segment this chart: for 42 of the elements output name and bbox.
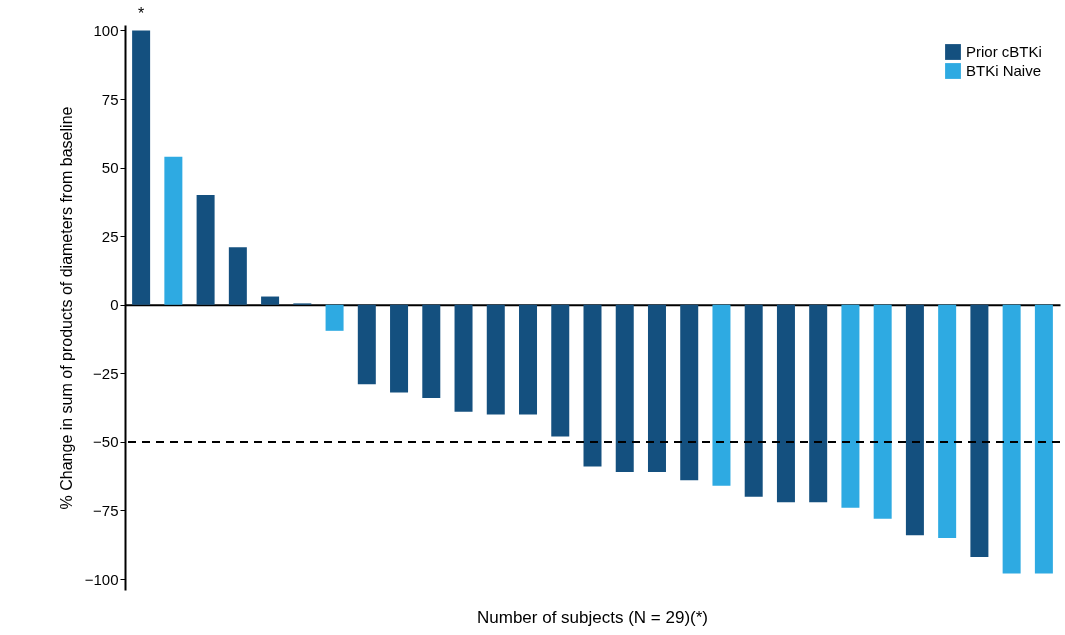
bar <box>454 304 473 412</box>
annotation: * <box>138 5 145 23</box>
y-tick-label: −75 <box>93 501 119 519</box>
bar <box>583 304 602 467</box>
y-tick-label: 100 <box>93 21 119 39</box>
bar <box>132 30 151 305</box>
bar <box>390 304 409 393</box>
bar <box>873 304 892 519</box>
bar <box>357 304 376 385</box>
legend-label: Prior cBTKi <box>966 43 1042 60</box>
bar <box>1034 304 1053 574</box>
bar <box>228 247 247 305</box>
y-tick-label: 25 <box>101 227 119 245</box>
bar <box>164 156 183 305</box>
bar <box>551 304 570 437</box>
bar <box>486 304 505 415</box>
bar <box>744 304 763 497</box>
y-tick-label: −50 <box>93 433 119 451</box>
bar <box>970 304 989 558</box>
bar <box>938 304 957 538</box>
legend-label: BTKi Naive <box>966 62 1042 79</box>
bar <box>712 304 731 486</box>
y-axis-title: % Change in sum of products of diameters from baseline <box>57 106 75 510</box>
bar <box>905 304 924 536</box>
y-tick-label: −25 <box>93 364 119 382</box>
y-tick-label: −100 <box>84 570 119 588</box>
y-tick-label: 0 <box>110 296 119 314</box>
bar <box>841 304 860 508</box>
y-tick-label: 75 <box>101 90 119 108</box>
bar <box>809 304 828 503</box>
y-tick-label: 50 <box>101 159 119 177</box>
x-axis-title: Number of subjects (N = 29)(*) <box>477 608 708 627</box>
bar <box>776 304 795 503</box>
bar <box>1002 304 1021 574</box>
bar <box>261 296 280 305</box>
bar <box>680 304 699 481</box>
bar <box>196 195 215 305</box>
bar <box>325 304 344 331</box>
bar <box>615 304 634 473</box>
bar <box>647 304 666 473</box>
bar <box>422 304 441 399</box>
bar <box>519 304 538 415</box>
